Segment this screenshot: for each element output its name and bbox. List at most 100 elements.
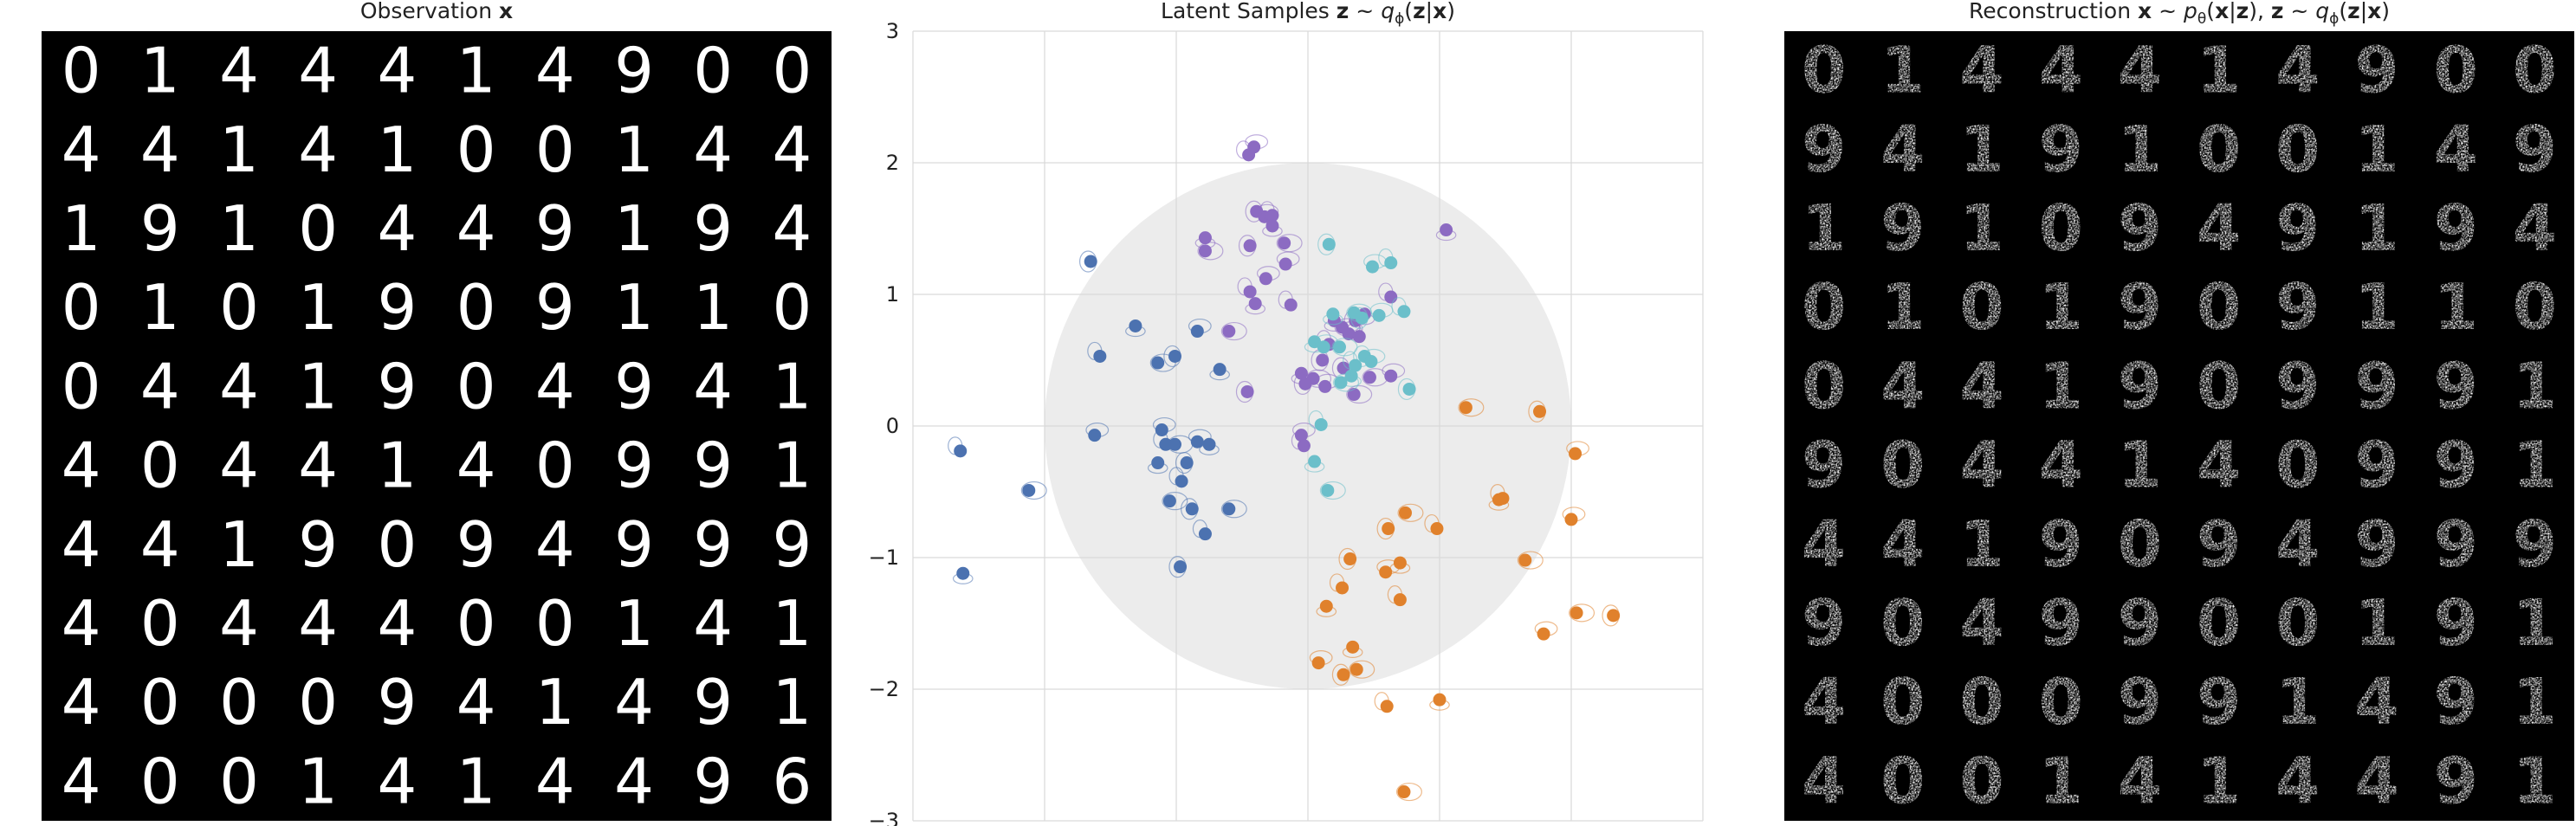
latent-point [1379,565,1393,579]
posterior-ellipse [1517,551,1544,570]
latent-point [1564,513,1578,526]
posterior-ellipse [1534,621,1558,636]
posterior-ellipse [1382,363,1406,378]
observation-digit: 9 [377,666,417,739]
reconstruction-digit: 4 [1959,586,2004,661]
posterior-ellipse [1376,517,1395,540]
observation-digit: 9 [772,508,812,581]
posterior-ellipse [1334,318,1361,337]
observation-digit: 4 [61,666,101,739]
latent-point [1533,404,1547,418]
latent-point [954,444,968,458]
reconstruction-digit: 1 [2197,744,2242,818]
latent-point [1372,308,1386,322]
y-tick-label: −2 [869,677,899,701]
latent-title-phi: ϕ [1395,10,1405,28]
y-tick-label: −3 [869,809,899,826]
reconstruction-digit: 1 [2354,586,2399,661]
latent-point [1393,556,1407,570]
reconstruction-digit: 4 [1959,349,2004,423]
reconstruction-digit: 0 [1880,586,1926,661]
posterior-ellipse [1378,248,1394,268]
posterior-ellipse [1188,318,1212,334]
observation-digit: 9 [614,35,654,107]
latent-point [1322,237,1336,251]
posterior-ellipse [1194,237,1216,249]
posterior-ellipse [1331,663,1350,686]
latent-point [1393,593,1407,607]
posterior-ellipse [1152,416,1176,433]
posterior-ellipse [1363,254,1387,269]
reconstruction-digit: 9 [2118,349,2163,423]
reconstruction-digit: 4 [2197,191,2242,266]
latent-point [1398,506,1412,519]
posterior-ellipse [1397,503,1424,522]
observation-digit: 1 [693,271,733,344]
posterior-ellipse [1331,338,1358,357]
latent-point [1174,560,1188,574]
posterior-ellipse [1276,234,1303,253]
observation-digit: 1 [456,35,496,107]
posterior-ellipse [1369,302,1394,318]
latent-point [1159,437,1173,451]
observation-digit: 0 [693,35,733,107]
observation-digit: 4 [377,587,417,660]
latent-point [1278,257,1292,271]
reconstruction-digit: 1 [2513,429,2558,503]
posterior-ellipse [1324,319,1345,332]
latent-point [1365,260,1379,274]
y-tick-label: 2 [886,151,899,175]
reconstruction-digit: 9 [2275,349,2320,423]
observation-digit: 9 [298,508,338,581]
latent-point [1332,340,1346,354]
latent-point [1162,494,1176,508]
latent-point [1240,384,1254,398]
posterior-ellipse [1192,519,1208,539]
reconstruction-digit: 1 [2197,34,2242,108]
y-tick-label: 1 [886,282,899,307]
posterior-ellipse [1346,322,1362,341]
posterior-ellipse [1332,373,1359,392]
posterior-ellipse [1304,341,1325,353]
reconstruction-digit: 4 [2038,34,2083,108]
reconstruction-digit: 0 [2038,665,2083,739]
reconstruction-digit: 4 [2275,507,2320,582]
reconstruction-digit: 1 [2275,665,2320,739]
latent-point [1355,311,1369,325]
posterior-ellipse [1238,235,1257,257]
reconstruction-digit: 0 [1802,34,1847,108]
latent-point [1430,522,1444,536]
reconstruction-digit: 9 [2118,665,2163,739]
latent-point [1357,307,1371,321]
posterior-ellipse [1395,782,1422,802]
latent-point [1336,320,1349,334]
latent-point [1364,355,1378,369]
latent-point [1308,335,1322,349]
observation-digit: 4 [219,35,259,107]
posterior-ellipse [1220,321,1247,341]
reconstruction-digit: 0 [2197,113,2242,187]
observation-digit: 4 [772,192,812,265]
posterior-ellipse [1167,435,1194,454]
latent-point [1306,371,1320,385]
latent-point [1317,340,1330,354]
posterior-ellipse [1168,556,1187,578]
reconstruction-digit: 1 [2118,429,2163,503]
observation-digit: 0 [61,271,101,344]
posterior-ellipse [1391,297,1407,316]
observation-digit: 4 [61,113,101,186]
reconstruction-digit: 0 [1802,270,1847,345]
observation-title-text: Observation [359,0,493,23]
observation-digit: 9 [693,745,733,817]
latent-point [1243,285,1257,299]
posterior-ellipse [1378,282,1394,301]
reconstruction-digit: 0 [2433,34,2478,108]
posterior-ellipse [1147,461,1168,474]
reconstruction-digit: 4 [1880,349,1926,423]
observation-digit: 9 [535,271,575,344]
posterior-ellipse [1291,431,1307,450]
latent-point [1337,361,1350,375]
latent-point [1168,349,1181,363]
reconstruction-digit: 4 [2513,191,2558,266]
latent-title-z: z [1336,0,1349,23]
